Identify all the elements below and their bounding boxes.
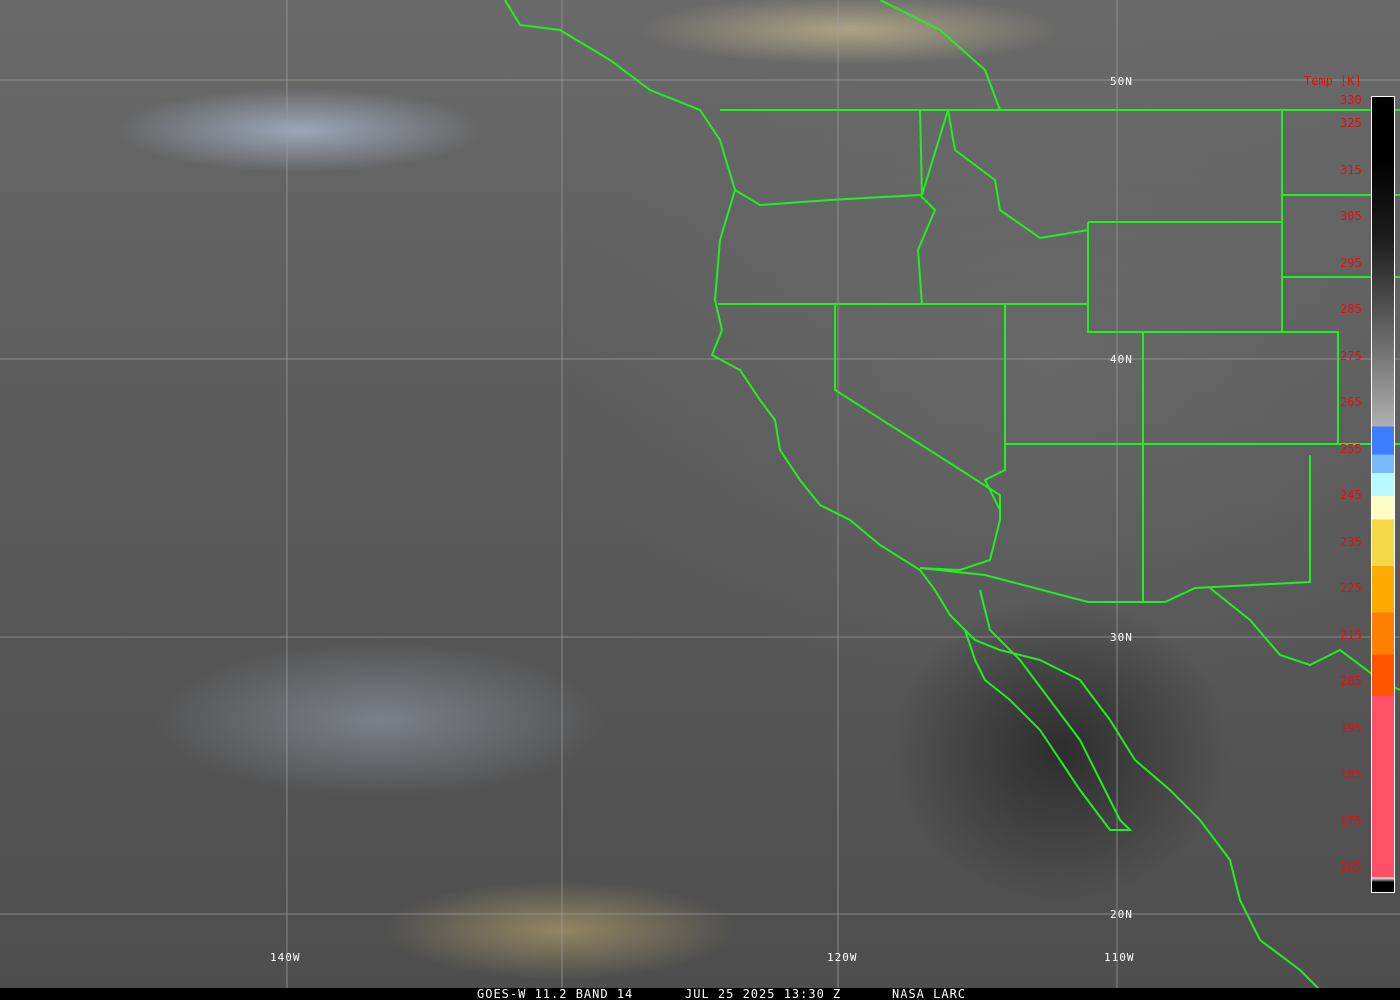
colorbar-tick: 245 — [1340, 488, 1362, 503]
colorbar-tick: 225 — [1340, 581, 1362, 596]
colorbar-tick: 275 — [1340, 348, 1362, 363]
colorbar-tick: 185 — [1340, 767, 1362, 782]
colorbar-tick: 295 — [1340, 255, 1362, 270]
colorbar-tick: 285 — [1340, 302, 1362, 317]
coastline-west — [504, 0, 1321, 991]
colorbar-tick: 165 — [1340, 860, 1362, 875]
caption-source: NASA LARC — [892, 987, 967, 1000]
temperature-colorbar — [1371, 96, 1395, 893]
canada-north — [879, 0, 1001, 111]
idaho-border — [919, 109, 1089, 304]
colorbar-tick: 255 — [1340, 441, 1362, 456]
colorbar-tick: 265 — [1340, 395, 1362, 410]
lon-label-110w: 110W — [1104, 951, 1135, 964]
ca-nv-border — [834, 305, 1001, 572]
nv-ut-border — [983, 305, 1006, 511]
colorbar-tick: 235 — [1340, 534, 1362, 549]
caption-datetime: JUL 25 2025 13:30 Z — [685, 987, 842, 1000]
colorbar-tick: 205 — [1340, 674, 1362, 689]
colorbar-tick: 325 — [1340, 116, 1362, 131]
political-borders — [504, 0, 1400, 991]
colorbar-tick: 305 — [1340, 209, 1362, 224]
us-mexico-border — [919, 455, 1311, 603]
baja-california — [964, 589, 1133, 831]
lat-label-50n: 50N — [1110, 75, 1133, 88]
colorbar-tick: 315 — [1340, 162, 1362, 177]
colorbar-tick: 175 — [1340, 813, 1362, 828]
caption-bar: GOES-W 11.2 BAND 14 JUL 25 2025 13:30 Z … — [0, 987, 1400, 1000]
colorbar-tick: 330 — [1340, 93, 1362, 107]
lon-label-140w: 140W — [270, 951, 301, 964]
colorbar-title: Temp [K] — [1304, 74, 1362, 88]
caption-product: GOES-W 11.2 BAND 14 — [477, 987, 634, 1000]
lon-label-120w: 120W — [827, 951, 858, 964]
lat-label-20n: 20N — [1110, 908, 1133, 921]
lat-label-40n: 40N — [1110, 353, 1133, 366]
lat-label-30n: 30N — [1110, 631, 1133, 644]
colorbar-tick: 195 — [1340, 720, 1362, 735]
wa-or-border — [734, 189, 937, 306]
colorado-box — [1143, 331, 1339, 444]
colorbar-tick: 215 — [1340, 627, 1362, 642]
